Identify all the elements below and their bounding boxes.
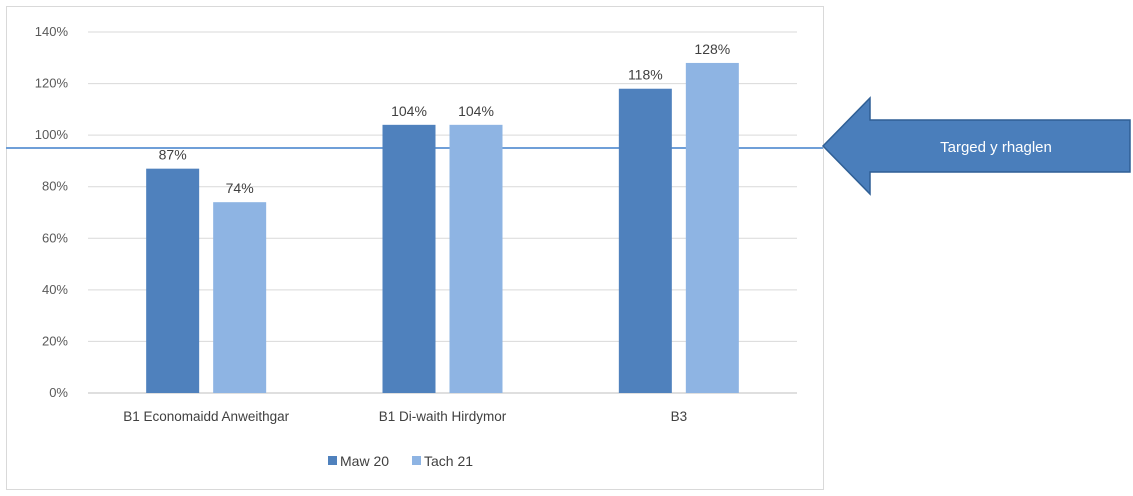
target-arrow-shape: [821, 96, 1131, 196]
legend-label: Tach 21: [424, 453, 473, 469]
bar-maw-20: [382, 124, 436, 393]
data-label: 128%: [694, 41, 730, 57]
y-tick-label: 120%: [35, 76, 69, 91]
y-tick-label: 20%: [42, 333, 68, 348]
bar-maw-20: [146, 168, 200, 393]
gridlines: [88, 31, 797, 394]
data-label: 118%: [628, 67, 663, 83]
data-labels: 87% 74% 104% 104% 118% 128%: [159, 41, 731, 196]
bar-tach-21: [213, 202, 267, 393]
target-callout-label: Targed y rhaglen: [940, 139, 1052, 156]
legend: Maw 20 Tach 21: [328, 453, 473, 469]
data-label: 104%: [391, 103, 427, 119]
y-tick-label: 80%: [42, 179, 68, 194]
callout: Targed y rhaglen: [821, 96, 1131, 196]
data-label: 74%: [226, 180, 254, 196]
bar-tach-21: [449, 124, 503, 393]
legend-swatch: [328, 456, 337, 465]
y-tick-label: 60%: [42, 230, 68, 245]
legend-label: Maw 20: [340, 453, 389, 469]
y-tick-label: 100%: [35, 127, 69, 142]
legend-swatch: [412, 456, 421, 465]
category-labels: B1 Economaidd Anweithgar B1 Di-waith Hird…: [123, 409, 687, 424]
y-tick-label: 140%: [35, 24, 69, 39]
bar-maw-20: [618, 88, 672, 393]
data-label: 87%: [159, 147, 187, 163]
category-label: B3: [671, 409, 688, 424]
y-axis-tick-labels: 0% 20% 40% 60% 80% 100% 120% 140%: [35, 24, 69, 400]
bar-tach-21: [685, 62, 739, 393]
category-label: B1 Di-waith Hirdymor: [379, 409, 507, 424]
data-label: 104%: [458, 103, 494, 119]
y-tick-label: 40%: [42, 282, 68, 297]
category-label: B1 Economaidd Anweithgar: [123, 409, 289, 424]
bars: [146, 62, 739, 393]
y-tick-label: 0%: [49, 385, 68, 400]
